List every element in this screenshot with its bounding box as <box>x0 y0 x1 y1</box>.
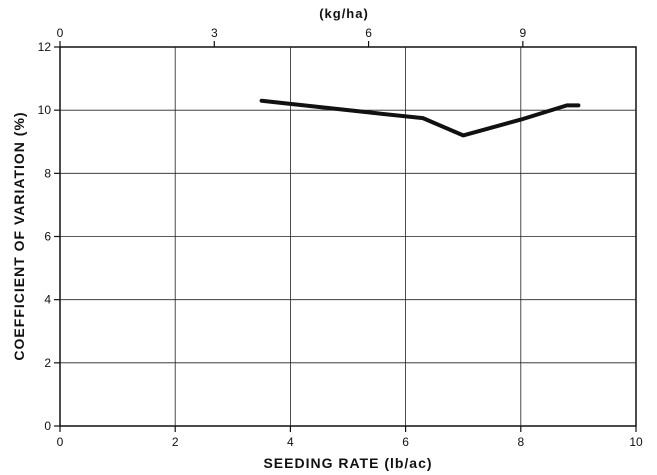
top-axis-ticks: 0 3 6 9 <box>57 26 527 47</box>
y-tick-label: 4 <box>44 293 51 307</box>
y-axis-title: COEFFICIENT OF VARIATION (%) <box>11 111 27 360</box>
y-tick-label: 2 <box>44 356 51 370</box>
y-tick-label: 12 <box>38 40 52 54</box>
y-tick-label: 0 <box>44 419 51 433</box>
top-tick-label: 3 <box>211 26 218 40</box>
series-layer <box>259 98 581 138</box>
x-tick-label: 8 <box>517 435 524 449</box>
x-tick-label: 4 <box>287 435 294 449</box>
y-axis-ticks: 0 2 4 6 8 10 12 <box>38 40 60 433</box>
grid-lines <box>60 47 636 426</box>
y-tick-label: 6 <box>44 230 51 244</box>
x-tick-label: 6 <box>402 435 409 449</box>
top-tick-label: 6 <box>365 26 372 40</box>
x-axis-ticks: 0 2 4 6 8 10 <box>57 426 643 449</box>
x-tick-label: 0 <box>57 435 64 449</box>
y-tick-label: 10 <box>38 103 52 117</box>
x-axis-title: SEEDING RATE (lb/ac) <box>263 455 432 471</box>
top-tick-label: 9 <box>520 26 527 40</box>
series-line <box>259 98 581 138</box>
x-tick-label: 2 <box>172 435 179 449</box>
top-tick-label: 0 <box>57 26 64 40</box>
x-tick-label: 10 <box>629 435 643 449</box>
y-tick-label: 8 <box>44 166 51 180</box>
top-axis-title: (kg/ha) <box>319 6 369 21</box>
